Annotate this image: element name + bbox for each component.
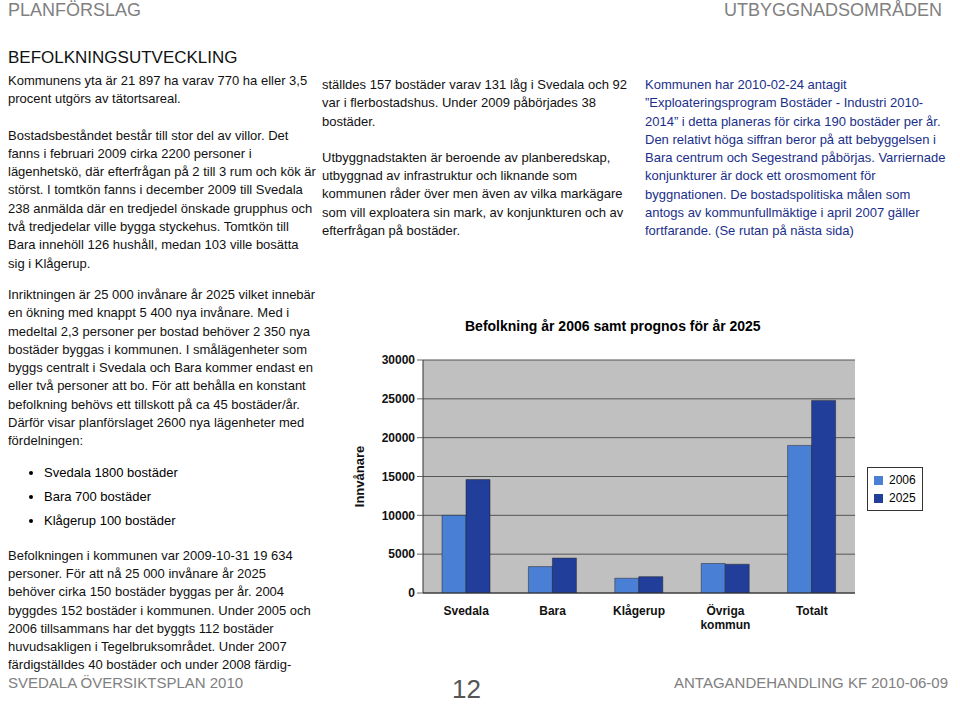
html-text:Kommunens yta är 21 897 ha var: Kommunens yta är 21 897 ha varav 770 ha … <box>8 73 308 107</box>
html-text:Svedala 1800 bostäder: Svedala 1800 bostäder <box>44 464 178 480</box>
html-text:Bara 700 bostäder: Bara 700 bostäder <box>44 488 151 504</box>
svg-text:5000: 5000 <box>388 547 415 561</box>
html-text:PLANFÖRSLAG: PLANFÖRSLAG <box>8 0 141 20</box>
html-text:12: 12 <box>452 674 481 704</box>
svg-text:Klågerup: Klågerup <box>613 604 665 618</box>
html-text:2025: 2025 <box>889 491 916 505</box>
html-text:ställdes 157 bostäder varav 13: ställdes 157 bostäder varav 131 låg i Sv… <box>322 77 627 129</box>
html-text:Befolkningen i kommunen var 20: Befolkningen i kommunen var 2009-10-31 1… <box>8 547 311 673</box>
svg-text:10000: 10000 <box>382 509 416 523</box>
svg-text:15000: 15000 <box>382 470 416 484</box>
svg-text:Bara: Bara <box>539 604 566 618</box>
html-text:Inriktningen är 25 000 invånar: Inriktningen är 25 000 invånare år 2025 … <box>8 287 316 449</box>
html-text:SVEDALA ÖVERSIKTSPLAN 2010: SVEDALA ÖVERSIKTSPLAN 2010 <box>8 674 244 691</box>
html-text:2006: 2006 <box>889 473 916 487</box>
svg-text:Totalt: Totalt <box>796 604 828 618</box>
svg-text:0: 0 <box>408 586 415 600</box>
svg-text:Innvånare: Innvånare <box>352 446 367 507</box>
html-text:Klågerup 100 bostäder: Klågerup 100 bostäder <box>44 512 176 528</box>
svg-text:Svedala: Svedala <box>444 604 490 618</box>
html-text:BEFOLKNINGSUTVECKLING: BEFOLKNINGSUTVECKLING <box>8 48 238 67</box>
html-text:UTBYGGNADSOMRÅDEN: UTBYGGNADSOMRÅDEN <box>724 0 942 20</box>
html-text:ANTAGANDEHANDLING KF 2010-06-0: ANTAGANDEHANDLING KF 2010-06-09 <box>674 674 948 691</box>
svg-text:25000: 25000 <box>382 392 416 406</box>
html-text:Bostadsbeståndet består till s: Bostadsbeståndet består till stor del av… <box>8 127 316 271</box>
svg-text:Övrigakommun: Övrigakommun <box>700 603 750 632</box>
svg-text:20000: 20000 <box>382 431 416 445</box>
html-text:Utbyggnadstakten är beroende a: Utbyggnadstakten är beroende av planbere… <box>322 149 624 239</box>
svg-text:30000: 30000 <box>382 353 416 367</box>
html-text:Befolkning år 2006 samt progno: Befolkning år 2006 samt prognos för år 2… <box>465 318 761 334</box>
html-text:Kommunen har 2010-02-24 antagi: Kommunen har 2010-02-24 antagit ”Exploat… <box>645 77 946 239</box>
